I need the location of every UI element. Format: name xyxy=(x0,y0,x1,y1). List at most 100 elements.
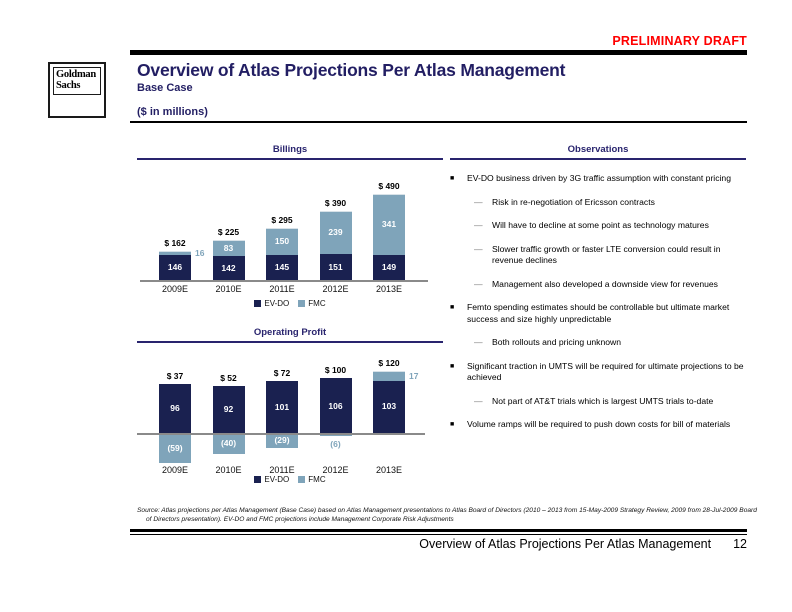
billings-chart-title: Billings xyxy=(272,144,308,155)
observation-text: Will have to decline at some point as te… xyxy=(492,220,709,230)
bar-segment-fmc-2010e xyxy=(212,433,245,454)
bar-value-label: 341 xyxy=(381,218,397,229)
bar-segment-fmc-2009e xyxy=(159,251,191,256)
bar-value-label: 103 xyxy=(381,401,397,412)
dash-bullet-icon: — xyxy=(474,243,483,254)
bar-value-label: (40) xyxy=(220,438,237,449)
observation-text: EV-DO business driven by 3G traffic assu… xyxy=(467,173,731,183)
observation-text: Femto spending estimates should be contr… xyxy=(467,302,730,324)
observations-title-underline xyxy=(450,158,746,160)
total-label: $ 225 xyxy=(217,227,240,238)
bar-value-label: (29) xyxy=(274,435,290,446)
operating-profit-legend: EV-DO FMC xyxy=(137,475,443,484)
bar-segment-fmc-2011e xyxy=(266,228,298,256)
bar-segment-fmc-2012e xyxy=(319,211,352,255)
bar-segment-ev-do-2012e xyxy=(319,378,352,433)
x-axis-line xyxy=(137,433,425,435)
bar-value-label: 83 xyxy=(223,242,234,253)
total-label: $ 52 xyxy=(220,372,237,383)
bar-segment-ev-do-2012e xyxy=(319,253,352,280)
legend-swatch-icon xyxy=(254,476,262,483)
category-label: 2010E xyxy=(215,284,242,294)
legend-label: FMC xyxy=(308,475,326,484)
bar-value-label: 16 xyxy=(195,247,205,258)
bar-value-label: 96 xyxy=(170,403,180,414)
operating-profit-chart: Operating Profit 96 (59) $ 37 2009E 92 (40) $ … xyxy=(137,325,443,501)
legend-swatch-icon xyxy=(298,476,306,483)
page-title: Overview of Atlas Projections Per Atlas … xyxy=(137,60,566,80)
legend-label: EV-DO xyxy=(264,475,290,484)
billings-title-underline xyxy=(137,158,443,160)
bar-segment-fmc-2011e xyxy=(266,433,298,448)
square-bullet-icon: ■ xyxy=(450,304,455,311)
observations-list: ■ EV-DO business driven by 3G traffic ass… xyxy=(450,173,746,431)
observation-sub-bullet: — Not part of AT&T trials which is larges… xyxy=(474,396,746,408)
total-label: $ 37 xyxy=(166,370,184,381)
bar-segment-ev-do-2013e xyxy=(373,253,405,280)
bar-value-label: 150 xyxy=(274,236,290,247)
bar-value-label: 239 xyxy=(328,227,343,238)
bar-value-label: (59) xyxy=(167,443,183,454)
category-label: 2010E xyxy=(215,465,242,475)
square-bullet-icon: ■ xyxy=(450,175,455,182)
legend-item-fmc: FMC xyxy=(298,475,326,484)
dash-bullet-icon: — xyxy=(474,196,483,207)
bar-segment-ev-do-2010e xyxy=(212,385,245,433)
page-subtitle: Base Case xyxy=(137,82,193,94)
legend-item-ev-do: EV-DO xyxy=(254,475,289,484)
category-label: 2011E xyxy=(269,284,295,294)
observation-text: Risk in re-negotiation of Ericsson contr… xyxy=(492,196,655,207)
category-label: 2012E xyxy=(322,284,349,294)
total-label: $ 100 xyxy=(324,365,347,376)
total-label: $ 120 xyxy=(378,358,400,369)
bar-value-label: 145 xyxy=(274,262,290,273)
category-label: 2009E xyxy=(161,465,189,475)
square-bullet-icon: ■ xyxy=(450,362,455,370)
category-label: 2013E xyxy=(375,465,403,475)
legend-item-fmc: FMC xyxy=(298,299,326,308)
bar-value-label: 106 xyxy=(328,400,343,411)
footer: Overview of Atlas Projections Per Atlas … xyxy=(419,537,747,551)
dash-bullet-icon: — xyxy=(474,337,483,347)
dash-bullet-icon: — xyxy=(474,220,483,230)
billings-chart: Billings 146 16 $ 162 2009E 142 83 $ 225 2010E 1… xyxy=(137,142,443,318)
legend-label: EV-DO xyxy=(264,299,290,308)
legend-swatch-icon xyxy=(298,300,306,307)
bar-segment-fmc-2013e xyxy=(373,371,405,381)
observation-text: Not part of AT&T trials which is largest… xyxy=(492,395,714,406)
total-label: $ 162 xyxy=(164,238,186,249)
dash-bullet-icon: — xyxy=(474,278,483,289)
dash-bullet-icon: — xyxy=(474,395,483,406)
operating-profit-chart-title: Operating Profit xyxy=(253,327,327,338)
observation-text: Significant traction in UMTS will be req… xyxy=(467,360,744,383)
units-label: ($ in millions) xyxy=(137,106,208,118)
observation-text: Volume ramps will be required to push do… xyxy=(467,419,731,429)
observation-bullet: ■ Significant traction in UMTS will be re… xyxy=(450,361,746,384)
legend-item-ev-do: EV-DO xyxy=(254,299,289,308)
logo-line-2: Sachs xyxy=(56,80,81,91)
bar-value-label: (6) xyxy=(330,439,341,450)
x-axis-line xyxy=(140,280,428,282)
observation-sub-bullet: — Both rollouts and pricing unknown xyxy=(474,337,746,349)
bar-segment-fmc-2013e xyxy=(373,193,405,255)
total-label: $ 295 xyxy=(271,215,293,226)
bar-value-label: 101 xyxy=(274,401,290,412)
header-rule-thin xyxy=(130,121,747,123)
bar-segment-ev-do-2010e xyxy=(212,255,245,280)
bar-segment-ev-do-2011e xyxy=(266,380,298,433)
total-label: $ 72 xyxy=(273,367,291,378)
bar-segment-fmc-2010e xyxy=(212,240,245,256)
footer-rule xyxy=(130,529,747,535)
bar-segment-ev-do-2009e xyxy=(159,254,191,280)
goldman-sachs-logo-text: Goldman Sachs xyxy=(53,67,101,95)
bar-value-label: 142 xyxy=(221,262,236,273)
observation-sub-bullet: — Risk in re-negotiation of Ericsson cont… xyxy=(474,197,746,209)
footer-title: Overview of Atlas Projections Per Atlas … xyxy=(419,537,712,551)
legend-label: FMC xyxy=(308,299,326,308)
category-label: 2011E xyxy=(269,465,295,475)
bar-value-label: 92 xyxy=(223,404,234,415)
legend-swatch-icon xyxy=(254,300,262,307)
category-label: 2012E xyxy=(322,465,349,475)
observation-bullet: ■ EV-DO business driven by 3G traffic ass… xyxy=(450,173,746,185)
observation-sub-bullet: — Will have to decline at some point as t… xyxy=(474,220,746,232)
